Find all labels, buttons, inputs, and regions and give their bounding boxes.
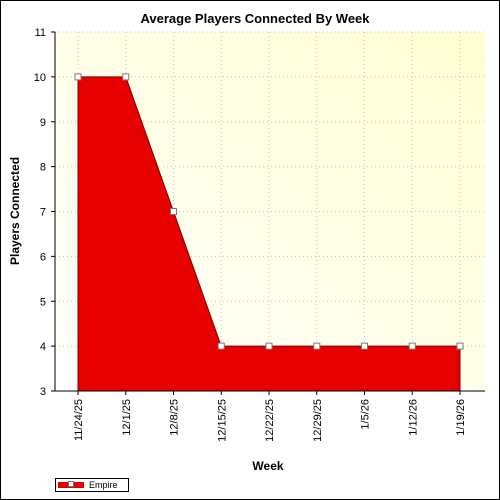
y-tick-label: 6 [40,251,46,263]
x-tick-label: 12/29/25 [312,399,324,442]
legend-label: Empire [89,480,118,490]
y-tick-label: 7 [40,207,46,219]
data-point-marker [170,208,177,215]
data-point-marker [217,342,225,350]
y-axis-label: Players Connected [8,157,22,265]
data-point-marker [456,342,464,350]
y-tick-label: 3 [40,386,46,398]
data-point-marker [122,73,130,81]
y-tick-label: 10 [34,72,46,84]
y-tick-label: 5 [40,296,46,308]
data-point-marker [74,73,82,81]
y-tick-label: 4 [40,341,46,353]
data-point-marker [265,342,273,350]
x-tick-label: 12/8/25 [169,399,181,436]
area-layer [77,76,461,392]
data-point-marker [313,342,321,350]
x-axis-label: Week [252,459,283,473]
series-area-empire [77,76,461,392]
y-tick-label: 11 [35,27,46,39]
x-tick-label: 1/19/26 [455,399,467,436]
tick-labels: 3 4 5 6 7 8 9 10 11 11/24/25 12/1/25 12/8/25 12/15/2… [34,27,467,442]
legend-swatch [58,481,84,488]
x-tick-label: 12/22/25 [264,399,276,442]
data-point-marker [408,342,416,350]
markers [74,73,464,350]
axes [51,31,485,395]
y-tick-label: 9 [40,117,46,129]
data-point-marker [361,342,368,350]
legend: Empire [55,478,129,492]
chart-title: Average Players Connected By Week [140,11,370,26]
x-tick-label: 1/12/26 [407,399,419,436]
x-tick-label: 12/15/25 [216,399,228,442]
y-tick-label: 8 [40,162,46,174]
x-tick-label: 1/5/26 [360,399,372,430]
x-tick-label: 11/24/25 [73,399,85,441]
x-tick-label: 12/1/25 [121,399,133,436]
